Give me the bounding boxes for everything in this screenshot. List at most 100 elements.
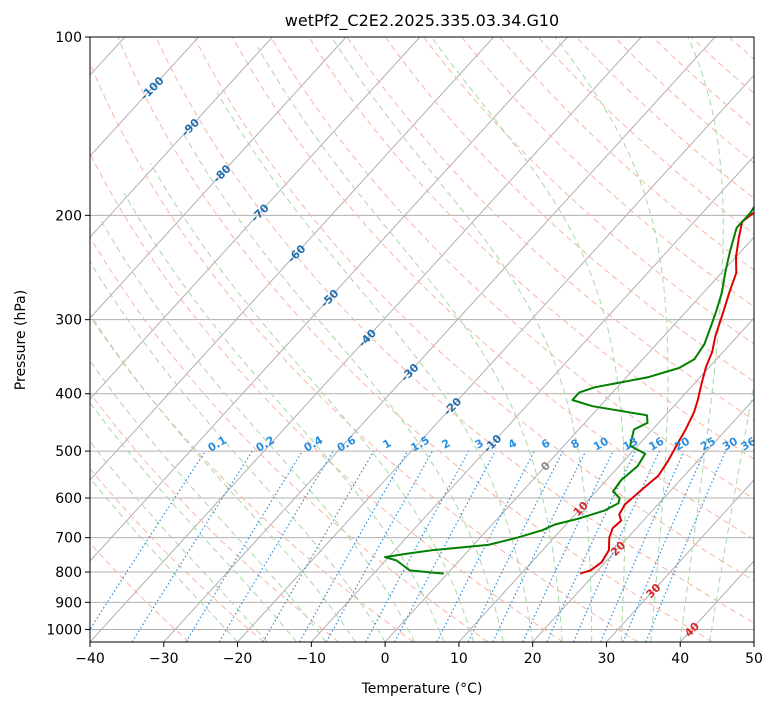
moist-adiabat bbox=[430, 37, 626, 642]
isotherm-line bbox=[532, 398, 754, 642]
isotherm-line bbox=[384, 236, 754, 642]
dry-adiabat bbox=[155, 37, 754, 624]
mixing-ratio-line bbox=[600, 450, 685, 642]
mixing-ratio-line bbox=[645, 450, 727, 642]
x-tick-label: −20 bbox=[223, 651, 253, 667]
mixing-ratio-line bbox=[218, 450, 334, 642]
mixing-ratio-line bbox=[522, 450, 614, 642]
background-lines bbox=[90, 37, 754, 642]
x-tick-label: 30 bbox=[598, 651, 616, 667]
x-tick-label: −40 bbox=[75, 651, 105, 667]
dry-adiabat bbox=[690, 37, 754, 94]
isotherm-line bbox=[90, 37, 199, 157]
dry-adiabat bbox=[346, 37, 754, 421]
moist-adiabat bbox=[331, 37, 593, 642]
moist-adiabat bbox=[123, 193, 445, 642]
x-tick-label: 50 bbox=[745, 651, 763, 667]
moist-adiabat bbox=[99, 218, 416, 642]
x-tick-label: 20 bbox=[524, 651, 542, 667]
mixing-ratio-line bbox=[325, 450, 434, 642]
y-tick-label: 400 bbox=[55, 387, 82, 403]
dry-adiabat bbox=[308, 37, 754, 460]
mixing-ratio-line bbox=[622, 450, 706, 642]
mixing-ratio-line bbox=[131, 450, 253, 642]
dry-adiabat bbox=[90, 62, 639, 642]
mixing-ratio-label: 2 bbox=[440, 437, 453, 452]
y-axis-title: Pressure (hPa) bbox=[13, 290, 29, 390]
dry-adiabat bbox=[384, 37, 754, 383]
moist-adiabat bbox=[90, 477, 238, 642]
mixing-ratio-line bbox=[262, 450, 375, 642]
isotherm-line bbox=[753, 641, 754, 642]
dry-adiabat bbox=[231, 37, 754, 540]
moist-adiabat bbox=[90, 359, 327, 642]
mixing-ratio-line bbox=[467, 450, 564, 642]
isotherm-line bbox=[90, 37, 273, 238]
dry-adiabat bbox=[423, 37, 754, 345]
y-tick-label: 600 bbox=[55, 491, 82, 507]
mixing-ratio-line bbox=[572, 450, 661, 642]
dry-adiabat bbox=[270, 37, 754, 500]
mixing-ratio-line bbox=[546, 450, 636, 642]
x-tick-label: 40 bbox=[671, 651, 689, 667]
mixing-ratio-label: 36 bbox=[739, 434, 759, 453]
isotherm-line bbox=[90, 37, 347, 319]
x-tick-label: 10 bbox=[450, 651, 468, 667]
axes: −40 −30 −20 −10 0 10 20 30 40 50 100 200 300 400 500 60… bbox=[46, 30, 763, 667]
moist-adiabat bbox=[90, 313, 357, 642]
moist-adiabat bbox=[90, 440, 268, 642]
x-tick-label: −30 bbox=[149, 651, 179, 667]
dry-adiabat bbox=[90, 392, 339, 642]
isotherm-line bbox=[90, 37, 421, 400]
y-tick-label: 700 bbox=[55, 531, 82, 547]
isopleth-labels: 0.1 0.2 0.4 0.6 1 1.5 2 3 4 6 8 10 13 16 20 25 3036-100-… bbox=[138, 74, 759, 640]
moist-adiabat bbox=[257, 46, 563, 642]
moist-adiabat bbox=[90, 401, 297, 642]
dry-adiabat bbox=[90, 315, 414, 642]
y-tick-label: 200 bbox=[55, 208, 82, 224]
dry-adiabat bbox=[90, 467, 265, 642]
mixing-ratio-label: 6 bbox=[539, 436, 552, 451]
x-axis-title: Temperature (°C) bbox=[361, 681, 483, 697]
dewpoint-line bbox=[384, 205, 754, 575]
mixing-ratio-line bbox=[365, 450, 470, 642]
isotherm-line bbox=[237, 74, 754, 642]
moist-adiabat bbox=[709, 382, 754, 642]
y-tick-label: 500 bbox=[55, 444, 82, 460]
dry-adiabat bbox=[537, 37, 754, 235]
dry-adiabat bbox=[117, 37, 713, 642]
y-tick-label: 900 bbox=[55, 595, 82, 611]
plot-frame bbox=[89, 36, 755, 643]
x-tick-label: 0 bbox=[381, 651, 390, 667]
dry-adiabat bbox=[461, 37, 754, 308]
mixing-ratio-line bbox=[90, 450, 206, 631]
temperature-line bbox=[579, 211, 754, 575]
isotherm-line bbox=[90, 37, 568, 562]
y-tick-label: 100 bbox=[55, 30, 82, 46]
dry-adiabat bbox=[193, 37, 754, 582]
moist-adiabat bbox=[679, 37, 724, 642]
isotherm-line bbox=[606, 479, 754, 642]
isotherm-label: -100 bbox=[138, 74, 167, 103]
dry-adiabat bbox=[614, 37, 754, 164]
y-tick-label: 1000 bbox=[46, 622, 82, 638]
moist-adiabat bbox=[216, 92, 534, 642]
moist-adiabat bbox=[554, 37, 669, 642]
mixing-ratio-label: 8 bbox=[569, 437, 582, 452]
dry-adiabat bbox=[90, 152, 564, 642]
y-tick-label: 300 bbox=[55, 313, 82, 329]
isotherm-line bbox=[163, 37, 716, 642]
chart-title: wetPf2_C2E2.2025.335.03.34.G10 bbox=[285, 11, 559, 31]
series-layer bbox=[384, 205, 754, 575]
mixing-ratio-line bbox=[299, 450, 409, 642]
mixing-ratio-line bbox=[492, 450, 587, 642]
dry-adiabat bbox=[576, 37, 754, 199]
moist-adiabat bbox=[90, 260, 386, 642]
isotherm-line bbox=[90, 37, 642, 642]
mixing-ratio-label: 1 bbox=[380, 437, 393, 452]
moist-adiabat bbox=[150, 162, 475, 642]
isotherm-line bbox=[90, 37, 495, 481]
y-tick-label: 800 bbox=[55, 565, 82, 581]
mixing-ratio-label: 4 bbox=[506, 436, 519, 451]
